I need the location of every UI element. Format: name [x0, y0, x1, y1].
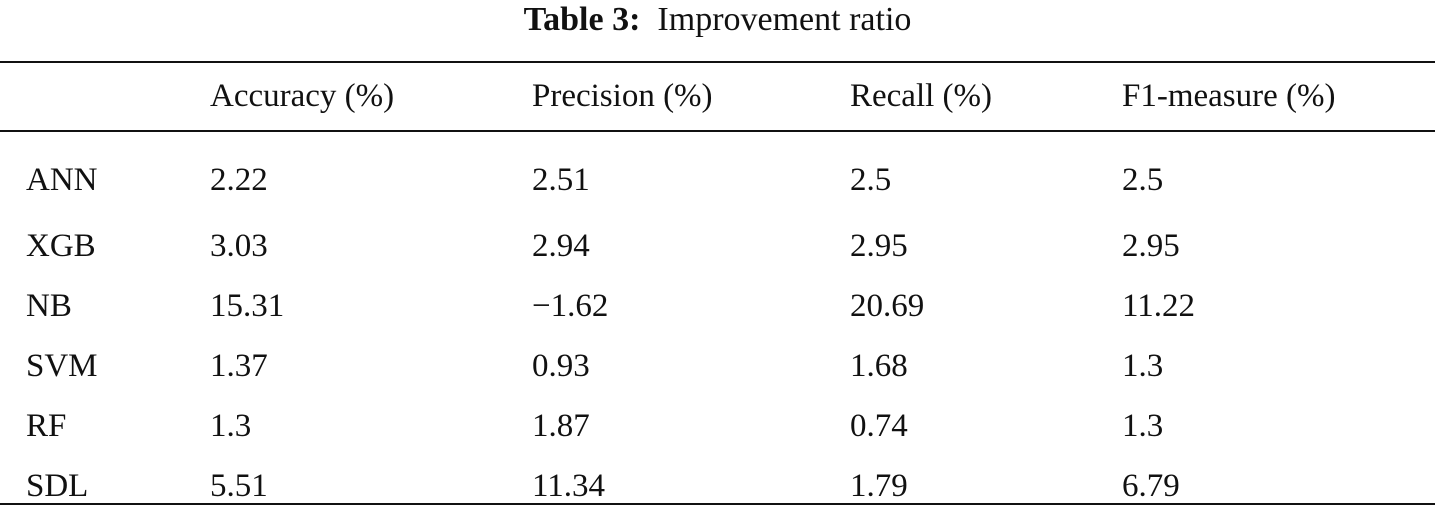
header-cell-model [0, 63, 210, 130]
cell-recall: 2.5 [850, 161, 892, 198]
table-caption-label: Table 3: [523, 1, 641, 38]
cell-precision: 2.94 [532, 227, 590, 264]
row-label: XGB [26, 227, 96, 264]
cell-recall: 1.79 [850, 467, 908, 504]
cell-f1-measure: 2.95 [1122, 227, 1180, 264]
table-header-rule [0, 130, 1435, 132]
table-row: ANN 2.22 2.51 2.5 2.5 [0, 130, 1435, 216]
cell-accuracy: 1.3 [210, 407, 252, 444]
cell-accuracy: 3.03 [210, 227, 268, 264]
table-header-row: Accuracy (%) Precision (%) Recall (%) F1… [0, 63, 1435, 130]
row-label: ANN [26, 161, 98, 198]
header-cell-precision: Precision (%) [532, 78, 713, 114]
table-bottom-rule [0, 503, 1435, 505]
cell-f1-measure: 1.3 [1122, 407, 1164, 444]
cell-accuracy: 2.22 [210, 161, 268, 198]
cell-precision: 2.51 [532, 161, 590, 198]
cell-accuracy: 15.31 [210, 287, 285, 324]
cell-recall: 2.95 [850, 227, 908, 264]
table-row: SVM 1.37 0.93 1.68 1.3 [0, 336, 1435, 396]
row-label: SVM [26, 347, 98, 384]
cell-recall: 0.74 [850, 407, 908, 444]
cell-precision: 11.34 [532, 467, 606, 504]
cell-precision: −1.62 [532, 287, 609, 324]
improvement-ratio-table: Accuracy (%) Precision (%) Recall (%) F1… [0, 63, 1435, 516]
header-cell-recall: Recall (%) [850, 78, 993, 114]
table-row: XGB 3.03 2.94 2.95 2.95 [0, 216, 1435, 276]
row-label: NB [26, 287, 72, 324]
table-caption: Table 3: Improvement ratio [0, 0, 1435, 44]
header-cell-f1-measure: F1-measure (%) [1122, 78, 1336, 114]
table-top-rule [0, 61, 1435, 63]
cell-precision: 0.93 [532, 347, 590, 384]
cell-f1-measure: 11.22 [1122, 287, 1196, 324]
cell-accuracy: 5.51 [210, 467, 268, 504]
row-label: SDL [26, 467, 89, 504]
header-cell-accuracy: Accuracy (%) [210, 78, 395, 114]
cell-f1-measure: 1.3 [1122, 347, 1164, 384]
cell-recall: 1.68 [850, 347, 908, 384]
cell-accuracy: 1.37 [210, 347, 268, 384]
cell-f1-measure: 2.5 [1122, 161, 1164, 198]
row-label: RF [26, 407, 67, 444]
table-row: SDL 5.51 11.34 1.79 6.79 [0, 456, 1435, 516]
table-caption-title: Improvement ratio [657, 1, 912, 38]
cell-precision: 1.87 [532, 407, 590, 444]
table-row: RF 1.3 1.87 0.74 1.3 [0, 396, 1435, 456]
cell-f1-measure: 6.79 [1122, 467, 1180, 504]
table-row: NB 15.31 −1.62 20.69 11.22 [0, 276, 1435, 336]
cell-recall: 20.69 [850, 287, 925, 324]
